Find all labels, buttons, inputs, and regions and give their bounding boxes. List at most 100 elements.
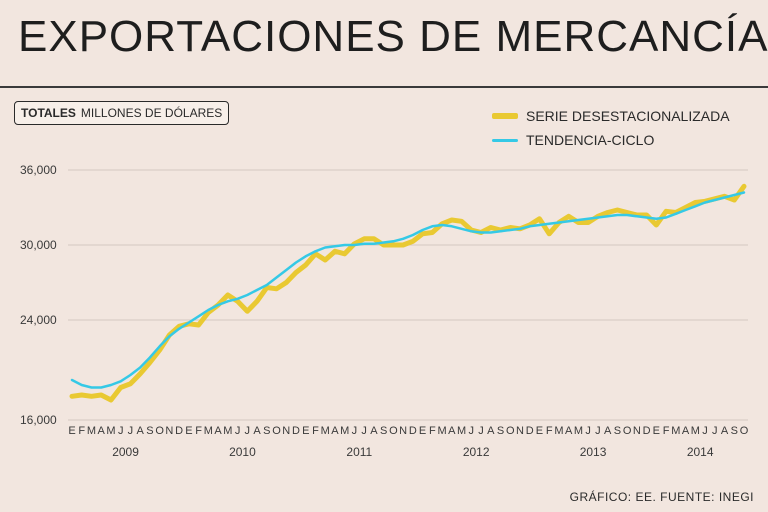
x-tick-month: F xyxy=(78,425,85,437)
x-tick-month: S xyxy=(146,425,153,437)
x-tick-month: M xyxy=(321,425,330,437)
chart-title: EXPORTACIONES DE MERCANCÍAS xyxy=(18,12,768,61)
x-tick-month: F xyxy=(195,425,202,437)
x-tick-month: S xyxy=(263,425,270,437)
legend-label-seasonal: SERIE DESESTACIONALIZADA xyxy=(526,108,730,124)
x-tick-month: M xyxy=(438,425,447,437)
x-tick-month: A xyxy=(253,425,261,437)
x-tick-month: O xyxy=(740,425,749,437)
y-tick-label: 16,000 xyxy=(20,413,57,427)
x-tick-month: S xyxy=(731,425,738,437)
x-tick-month: M xyxy=(223,425,232,437)
x-tick-month: O xyxy=(506,425,515,437)
x-tick-month: M xyxy=(340,425,349,437)
x-tick-month: S xyxy=(380,425,387,437)
x-tick-month: M xyxy=(106,425,115,437)
legend-swatch-trend xyxy=(492,138,518,142)
y-tick-label: 36,000 xyxy=(20,163,57,177)
units-description: MILLONES DE DÓLARES xyxy=(80,106,223,120)
x-tick-month: A xyxy=(721,425,729,437)
x-tick-month: M xyxy=(671,425,680,437)
title-divider xyxy=(0,86,768,88)
x-tick-month: O xyxy=(272,425,281,437)
x-tick-month: F xyxy=(546,425,553,437)
x-tick-month: D xyxy=(526,425,534,437)
x-tick-month: A xyxy=(448,425,456,437)
x-tick-month: F xyxy=(312,425,319,437)
x-tick-month: F xyxy=(429,425,436,437)
x-tick-month: J xyxy=(712,425,718,437)
x-tick-year: 2012 xyxy=(463,445,490,459)
x-tick-month: J xyxy=(235,425,241,437)
x-tick-month: O xyxy=(155,425,164,437)
x-tick-month: E xyxy=(653,425,660,437)
y-tick-label: 30,000 xyxy=(20,238,57,252)
x-tick-year: 2010 xyxy=(229,445,256,459)
series-trend-line xyxy=(70,191,746,389)
units-totals: TOTALES xyxy=(21,106,76,120)
x-tick-month: J xyxy=(352,425,358,437)
x-tick-month: O xyxy=(389,425,398,437)
x-tick-month: M xyxy=(204,425,213,437)
x-tick-month: J xyxy=(361,425,367,437)
x-tick-month: E xyxy=(185,425,192,437)
x-tick-year: 2014 xyxy=(687,445,714,459)
x-tick-year: 2009 xyxy=(112,445,139,459)
x-tick-month: M xyxy=(554,425,563,437)
x-tick-month: S xyxy=(614,425,621,437)
x-tick-month: J xyxy=(245,425,251,437)
series-lines xyxy=(69,183,747,403)
x-tick-month: A xyxy=(137,425,145,437)
x-tick-month: J xyxy=(118,425,124,437)
x-tick-month: A xyxy=(487,425,495,437)
x-axis-years: 2009 2010 2011 2012 2013 2014 xyxy=(112,445,714,459)
x-tick-month: A xyxy=(370,425,378,437)
x-tick-month: M xyxy=(457,425,466,437)
x-tick-month: E xyxy=(536,425,543,437)
x-tick-month: J xyxy=(128,425,134,437)
x-tick-month: N xyxy=(633,425,641,437)
x-tick-month: J xyxy=(702,425,708,437)
x-tick-month: M xyxy=(691,425,700,437)
x-tick-month: J xyxy=(595,425,601,437)
x-tick-month: E xyxy=(68,425,75,437)
x-tick-month: D xyxy=(292,425,300,437)
x-tick-month: D xyxy=(409,425,417,437)
x-tick-month: E xyxy=(302,425,309,437)
x-tick-month: J xyxy=(585,425,591,437)
x-tick-month: A xyxy=(682,425,690,437)
x-tick-month: A xyxy=(604,425,612,437)
x-tick-month: J xyxy=(469,425,475,437)
legend-item-seasonal: SERIE DESESTACIONALIZADA xyxy=(492,104,730,128)
source-credit: GRÁFICO: EE. FUENTE: INEGI xyxy=(569,490,754,504)
legend-swatch-seasonal xyxy=(492,113,518,119)
gridlines xyxy=(68,169,748,421)
legend-label-trend: TENDENCIA-CICLO xyxy=(526,132,655,148)
x-tick-month: O xyxy=(623,425,632,437)
x-tick-month: S xyxy=(497,425,504,437)
x-tick-month: D xyxy=(643,425,651,437)
x-tick-year: 2013 xyxy=(580,445,607,459)
x-tick-month: F xyxy=(663,425,670,437)
x-tick-month: N xyxy=(516,425,524,437)
series-seasonal-line xyxy=(69,183,747,403)
units-label: TOTALES MILLONES DE DÓLARES xyxy=(14,101,230,125)
x-tick-month: D xyxy=(175,425,183,437)
x-tick-year: 2011 xyxy=(346,445,372,459)
x-tick-month: A xyxy=(214,425,222,437)
x-tick-month: A xyxy=(565,425,573,437)
x-tick-month: J xyxy=(478,425,484,437)
x-tick-month: A xyxy=(331,425,339,437)
x-tick-month: N xyxy=(282,425,290,437)
x-tick-month: E xyxy=(419,425,426,437)
x-tick-month: A xyxy=(98,425,106,437)
y-axis-ticks: 16,000 24,000 30,000 36,000 xyxy=(20,163,57,427)
legend-item-trend: TENDENCIA-CICLO xyxy=(492,128,730,152)
chart-legend: SERIE DESESTACIONALIZADA TENDENCIA-CICLO xyxy=(492,104,730,152)
x-tick-month: N xyxy=(399,425,407,437)
x-tick-month: N xyxy=(165,425,173,437)
x-tick-month: M xyxy=(87,425,96,437)
x-tick-month: M xyxy=(574,425,583,437)
